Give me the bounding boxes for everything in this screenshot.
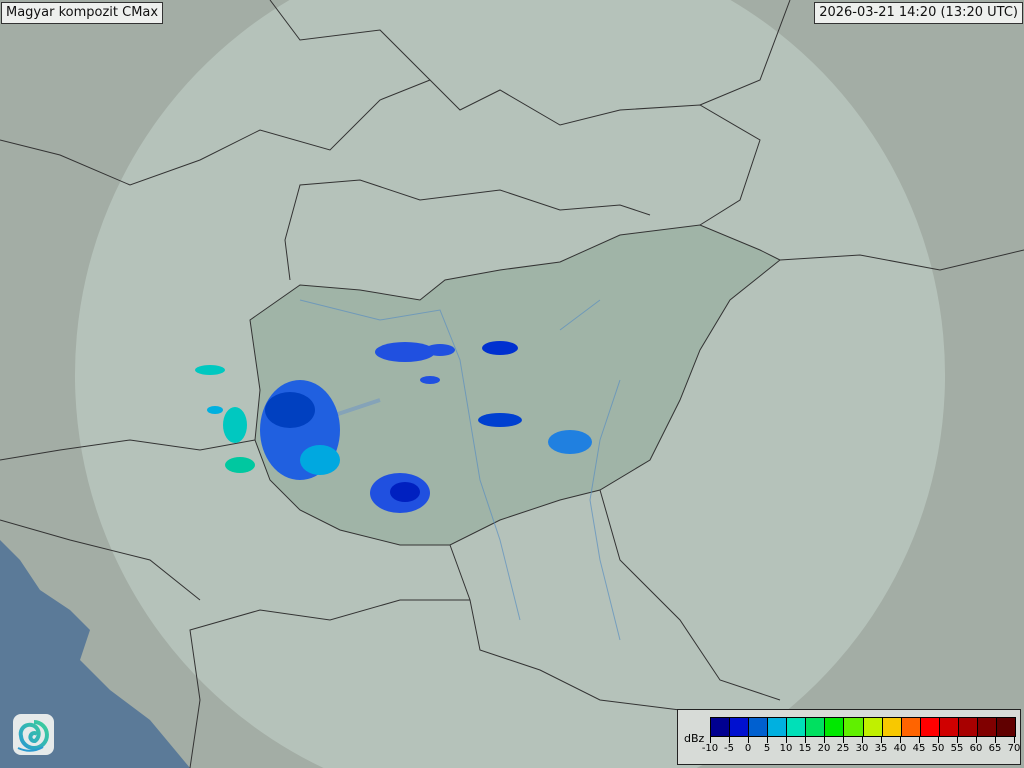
logo <box>13 714 54 755</box>
echo-cell <box>482 341 518 355</box>
echo-cell <box>223 407 247 443</box>
legend-swatch <box>920 718 940 736</box>
echo-cell <box>265 392 315 428</box>
legend-tick-label: 55 <box>950 743 964 754</box>
echo-cell <box>390 482 420 502</box>
legend-tick-label: 10 <box>779 743 793 754</box>
legend-swatch <box>901 718 921 736</box>
legend-tick <box>900 737 901 743</box>
legend-swatch <box>787 718 807 736</box>
legend-tick-label: 20 <box>817 743 831 754</box>
legend-swatch <box>977 718 997 736</box>
legend-tick <box>805 737 806 743</box>
legend-tick-label: -5 <box>724 743 734 754</box>
legend-tick-label: 5 <box>763 743 771 754</box>
adriatic-sea <box>0 540 190 768</box>
legend-swatch <box>768 718 788 736</box>
echo-cell <box>300 445 340 475</box>
radar-echoes <box>195 341 592 513</box>
legend-tick-label: 40 <box>893 743 907 754</box>
echo-cell <box>375 342 435 362</box>
legend-tick <box>786 737 787 743</box>
legend-swatch <box>749 718 769 736</box>
legend-tick-label: 0 <box>744 743 752 754</box>
legend-tick-label: 65 <box>988 743 1002 754</box>
legend-swatch <box>844 718 864 736</box>
legend-tick-label: 35 <box>874 743 888 754</box>
legend-tick-label: 60 <box>969 743 983 754</box>
echo-cell <box>478 413 522 427</box>
echo-cell <box>425 344 455 356</box>
legend-tick <box>767 737 768 743</box>
dbz-legend: dBz -10 -5 0 5 10 15 20 25 30 35 40 45 50 55 60 65 70 <box>677 709 1021 765</box>
legend-tick-label: 70 <box>1007 743 1021 754</box>
legend-tick <box>957 737 958 743</box>
legend-swatch <box>806 718 826 736</box>
legend-swatch <box>863 718 883 736</box>
legend-swatch <box>939 718 959 736</box>
legend-tick-label: 15 <box>798 743 812 754</box>
legend-tick <box>748 737 749 743</box>
echo-cell <box>225 457 255 473</box>
legend-tick <box>995 737 996 743</box>
legend-swatch <box>958 718 978 736</box>
hungary-territory <box>250 225 780 545</box>
legend-tick <box>938 737 939 743</box>
legend-tick-label: 50 <box>931 743 945 754</box>
legend-tick-label: 45 <box>912 743 926 754</box>
legend-swatch <box>730 718 750 736</box>
legend-tick <box>729 737 730 743</box>
echo-cell <box>207 406 223 414</box>
legend-color-bar <box>710 717 1016 737</box>
legend-tick-label: 30 <box>855 743 869 754</box>
legend-tick <box>862 737 863 743</box>
echo-cell <box>548 430 592 454</box>
legend-tick <box>1014 737 1015 743</box>
legend-tick <box>881 737 882 743</box>
timestamp: 2026-03-21 14:20 (13:20 UTC) <box>814 2 1023 24</box>
legend-tick-label: -10 <box>701 743 719 754</box>
legend-swatch <box>711 718 731 736</box>
legend-swatch <box>882 718 902 736</box>
legend-tick <box>824 737 825 743</box>
legend-tick <box>843 737 844 743</box>
swirl-logo-icon <box>17 720 49 752</box>
legend-tick <box>919 737 920 743</box>
legend-tick <box>710 737 711 743</box>
echo-cell <box>195 365 225 375</box>
legend-tick <box>976 737 977 743</box>
legend-swatch <box>825 718 845 736</box>
legend-swatch <box>996 718 1015 736</box>
legend-tick-label: 25 <box>836 743 850 754</box>
echo-cell <box>420 376 440 384</box>
legend-unit: dBz <box>684 732 705 745</box>
product-title: Magyar kompozit CMax <box>1 2 164 24</box>
